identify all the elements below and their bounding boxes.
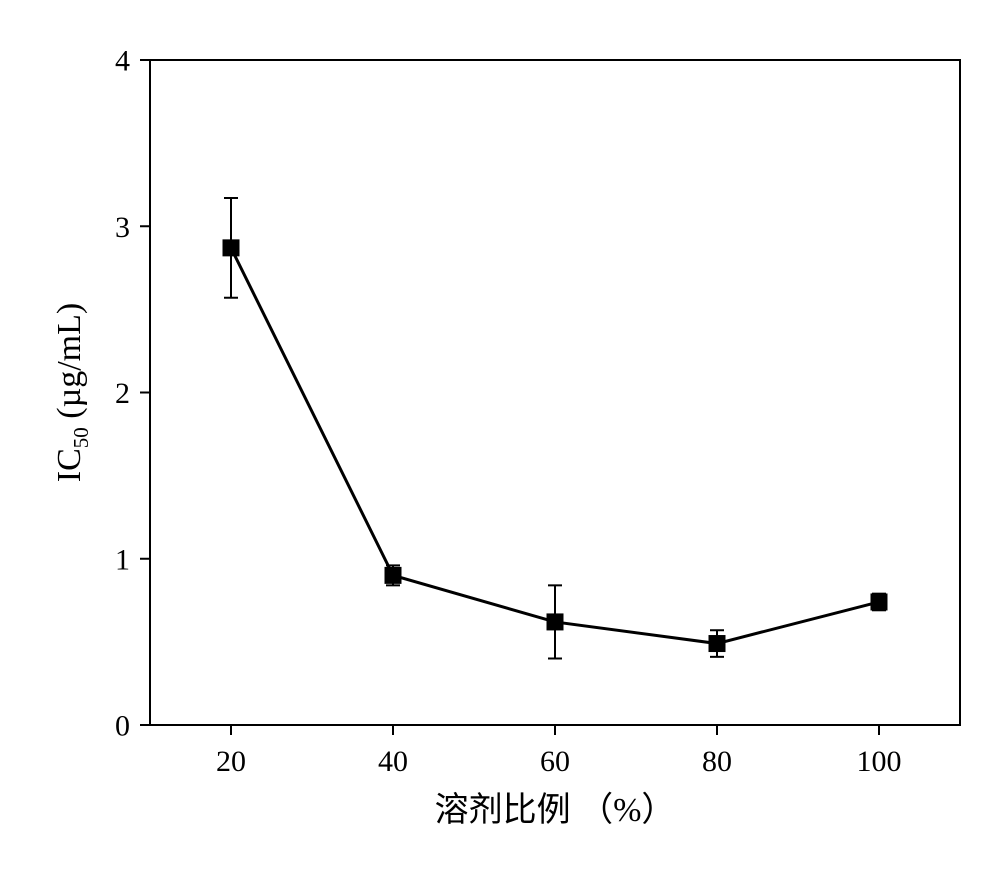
x-axis-label: 溶剂比例 （%） (435, 791, 676, 829)
data-marker (385, 567, 401, 583)
y-tick-label: 4 (115, 45, 130, 78)
x-tick-label: 20 (216, 745, 246, 778)
data-marker (871, 594, 887, 610)
ic50-line-chart: 20 40 60 80 100 溶剂比例 （%） 0 1 2 3 4 IC50 (µg/mL) (0, 0, 1000, 870)
data-marker (223, 240, 239, 256)
y-tick-label: 3 (115, 211, 130, 244)
data-line (231, 248, 879, 644)
y-tick-label: 0 (115, 710, 130, 743)
data-marker (547, 614, 563, 630)
chart-svg: 20 40 60 80 100 溶剂比例 （%） 0 1 2 3 4 IC50 (µg/mL) (0, 0, 1000, 870)
data-marker (709, 636, 725, 652)
x-tick-label: 100 (857, 745, 902, 778)
x-tick-label: 60 (540, 745, 570, 778)
x-tick-label: 40 (378, 745, 408, 778)
y-tick-label: 2 (115, 377, 130, 410)
y-axis-label: IC50 (µg/mL) (51, 303, 93, 482)
y-tick-label: 1 (115, 543, 130, 576)
x-tick-label: 80 (702, 745, 732, 778)
